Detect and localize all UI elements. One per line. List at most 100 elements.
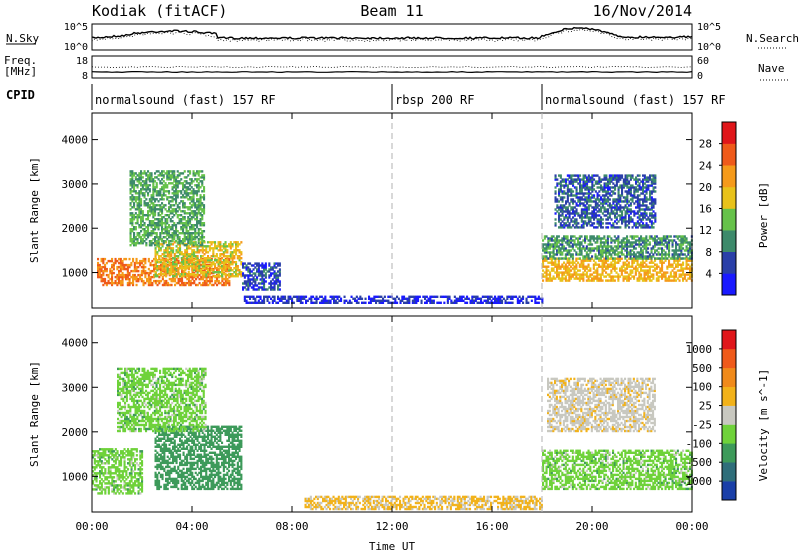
heatmap-cell: [682, 277, 685, 280]
heatmap-cell: [582, 194, 585, 197]
heatmap-cell: [131, 198, 134, 201]
heatmap-cell: [166, 271, 169, 274]
heatmap-cell: [557, 275, 560, 278]
heatmap-cell: [140, 216, 143, 219]
heatmap-cell: [594, 237, 597, 240]
heatmap-cell: [183, 206, 186, 209]
heatmap-cell: [587, 200, 590, 203]
heatmap-cell: [201, 267, 204, 270]
heatmap-cell: [636, 222, 639, 225]
heatmap-cell: [205, 261, 208, 264]
heatmap-cell: [121, 267, 124, 271]
heatmap-cell: [196, 224, 199, 227]
heatmap-cell: [228, 279, 231, 283]
heatmap-cell: [561, 224, 564, 227]
heatmap-cell: [196, 170, 199, 173]
heatmap-cell: [201, 261, 204, 264]
heatmap-cell: [603, 241, 606, 244]
heatmap-cell: [687, 257, 690, 260]
heatmap-cell: [614, 188, 617, 191]
heatmap-cell: [580, 216, 583, 219]
heatmap-cell: [273, 286, 276, 289]
heatmap-cell: [626, 196, 629, 199]
heatmap-cell: [556, 253, 559, 256]
heatmap-cell: [587, 188, 590, 191]
heatmap-cell: [600, 216, 603, 219]
heatmap-cell: [233, 271, 236, 274]
heatmap-cell: [626, 255, 629, 258]
heatmap-cell: [182, 188, 185, 191]
heatmap-cell: [547, 265, 550, 268]
heatmap-cell: [201, 251, 204, 254]
heatmap-cell: [676, 257, 679, 260]
heatmap-cell: [687, 253, 690, 256]
heatmap-cell: [296, 299, 299, 302]
heatmap-cell: [485, 295, 488, 298]
heatmap-cell: [181, 281, 184, 285]
heatmap-cell: [224, 251, 227, 254]
heatmap-cell: [125, 257, 128, 261]
heatmap-cell: [226, 265, 229, 268]
heatmap-cell: [111, 277, 114, 281]
heatmap-cell: [633, 224, 636, 227]
heatmap-cell: [194, 257, 197, 260]
heatmap-cell: [501, 299, 504, 302]
heatmap-cell: [566, 251, 569, 254]
heatmap-cell: [189, 257, 192, 260]
heatmap-cell: [628, 188, 631, 191]
heatmap-cell: [575, 220, 578, 223]
heatmap-cell: [586, 188, 589, 191]
heatmap-cell: [273, 266, 276, 269]
heatmap-cell: [144, 257, 147, 261]
heatmap-cell: [566, 184, 569, 187]
heatmap-cell: [650, 208, 653, 211]
heatmap-cell: [662, 235, 665, 238]
heatmap-cell: [549, 237, 552, 240]
heatmap-cell: [174, 277, 177, 281]
heatmap-cell: [579, 182, 582, 185]
nsky-strip: [91, 23, 693, 51]
heatmap-cell: [182, 186, 185, 189]
heatmap-cell: [536, 301, 539, 304]
heatmap-cell: [579, 186, 582, 189]
heatmap-cell: [473, 295, 476, 298]
heatmap-cell: [682, 237, 685, 240]
heatmap-cell: [605, 275, 608, 278]
heatmap-cell: [228, 261, 231, 264]
heatmap-cell: [147, 206, 150, 209]
heatmap-cell: [575, 271, 578, 274]
heatmap-cell: [499, 297, 502, 300]
heatmap-cell: [138, 210, 141, 213]
heatmap-cell: [638, 257, 641, 260]
heatmap-cell: [563, 204, 566, 207]
heatmap-cell: [645, 200, 648, 203]
heatmap-cell: [203, 230, 206, 233]
heatmap-cell: [182, 259, 185, 262]
heatmap-cell: [256, 301, 259, 304]
heatmap-cell: [192, 228, 195, 231]
heatmap-cell: [105, 273, 108, 277]
heatmap-cell: [668, 247, 671, 250]
heatmap-cell: [617, 194, 620, 197]
heatmap-cell: [584, 259, 587, 262]
heatmap-cell: [649, 218, 652, 221]
heatmap-cell: [182, 242, 185, 245]
heatmap-cell: [564, 249, 567, 252]
heatmap-cell: [235, 267, 238, 270]
heatmap-cell: [185, 232, 188, 235]
heatmap-cell: [128, 281, 131, 285]
heatmap-cell: [161, 273, 164, 276]
heatmap-cell: [568, 273, 571, 276]
heatmap-cell: [256, 295, 259, 298]
heatmap-cell: [587, 279, 590, 282]
heatmap-cell: [587, 212, 590, 215]
heatmap-cell: [592, 265, 595, 268]
heatmap-cell: [168, 255, 171, 258]
heatmap-cell: [136, 178, 139, 181]
heatmap-cell: [235, 245, 238, 248]
heatmap-cell: [642, 178, 645, 181]
heatmap-cell: [559, 243, 562, 246]
heatmap-cell: [596, 255, 599, 258]
heatmap-cell: [571, 255, 574, 258]
heatmap-cell: [683, 241, 686, 244]
